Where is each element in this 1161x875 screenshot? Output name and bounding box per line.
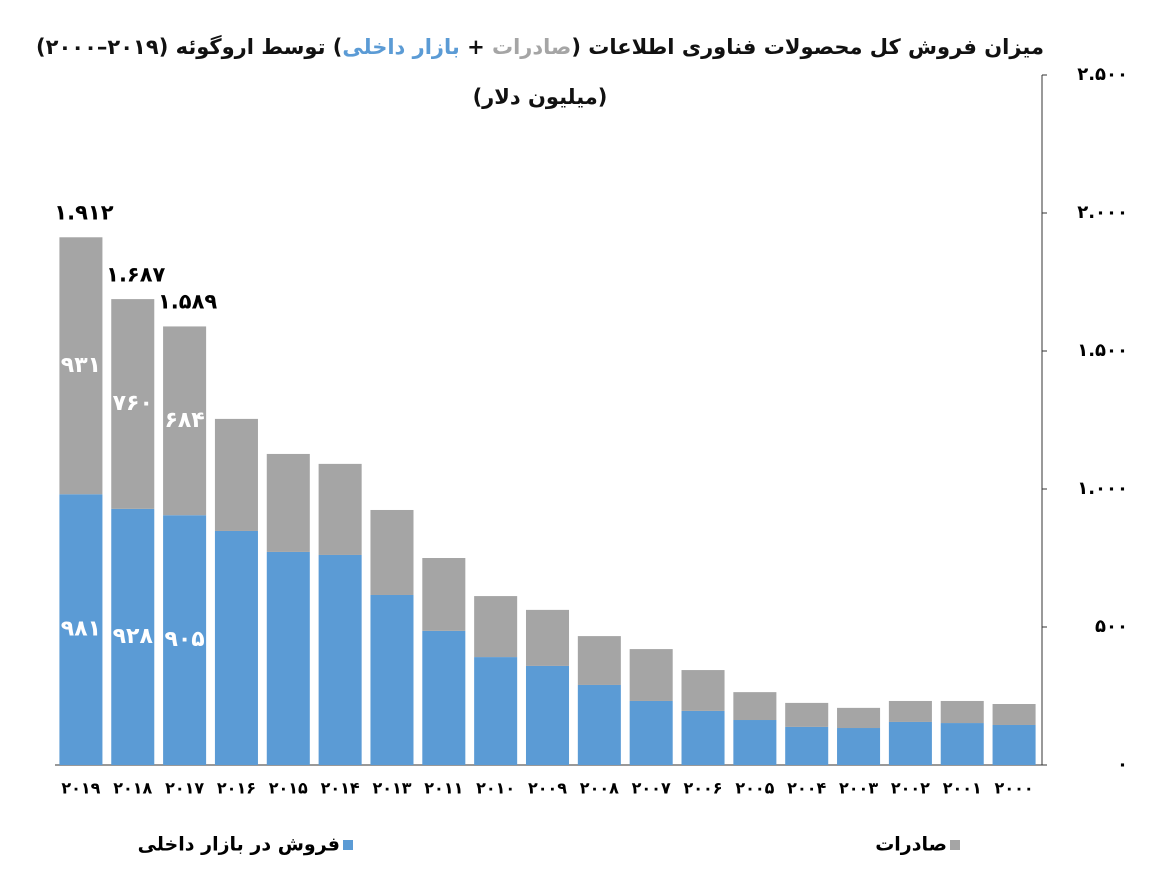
title-part: + xyxy=(459,35,492,59)
bar-segment xyxy=(888,700,932,722)
title-block: میزان فروش کل محصولات فناوری اطلاعات (صا… xyxy=(0,22,1080,122)
x-tick-label: ۲۰۱۹ xyxy=(61,779,100,798)
x-tick-label: ۲۰۱۵ xyxy=(269,779,308,798)
bar-segment xyxy=(266,551,310,765)
bar-segment xyxy=(422,558,466,631)
bar-segment xyxy=(525,665,570,765)
y-tick-label: ۲.۰۰۰ xyxy=(1077,202,1128,223)
bar-segment xyxy=(59,237,103,495)
bar-segment xyxy=(474,596,518,658)
x-tick-label: ۲۰۰۴ xyxy=(787,779,826,798)
x-tick-label: ۲۰۰۱ xyxy=(943,779,982,798)
bar-segment xyxy=(59,494,103,765)
bar-segment xyxy=(214,530,258,765)
chart-subtitle: (میلیون دلار) xyxy=(472,85,608,109)
bar-segment xyxy=(837,707,881,729)
x-tick-label: ۲۰۱۳ xyxy=(372,779,411,798)
data-label: ۹۰۵ xyxy=(164,627,204,652)
legend-label: فروش در بازار داخلی xyxy=(138,834,340,856)
bar-segment xyxy=(940,700,984,724)
bar-segment xyxy=(318,554,362,765)
x-tick-label: ۲۰۱۱ xyxy=(424,779,463,798)
data-label: ۶۸۴ xyxy=(164,408,204,433)
data-label: ۷۶۰ xyxy=(113,391,153,416)
x-tick-label: ۲۰۱۶ xyxy=(217,779,256,798)
bar-segment xyxy=(163,326,207,516)
x-tick-label: ۲۰۰۵ xyxy=(735,779,774,798)
bar-segment xyxy=(837,728,881,765)
x-tick-label: ۲۰۰۳ xyxy=(839,779,878,798)
x-tick-label: ۲۰۰۸ xyxy=(580,779,619,798)
bar-segment xyxy=(629,700,673,765)
y-tick-label: ۵۰۰ xyxy=(1095,616,1128,637)
bar-segment xyxy=(681,710,725,765)
bar-segment xyxy=(318,463,362,555)
bar-segment xyxy=(733,692,777,721)
bar-segment xyxy=(111,299,155,509)
bar-segment xyxy=(111,508,155,765)
total-label: ۱.۶۸۷ xyxy=(106,262,165,286)
x-tick-label: ۲۰۰۷ xyxy=(632,779,671,798)
x-tick-label: ۲۰۰۰ xyxy=(995,779,1034,798)
y-tick-label: ۱.۰۰۰ xyxy=(1077,478,1128,499)
y-tick-label: ۰ xyxy=(1117,754,1128,775)
x-tick-label: ۲۰۱۰ xyxy=(476,779,515,798)
bar-segment xyxy=(422,630,466,765)
title-part: صادرات xyxy=(491,35,572,59)
bar-segment xyxy=(785,702,829,727)
x-tick-label: ۲۰۱۷ xyxy=(165,779,204,798)
bar-segment xyxy=(629,649,673,701)
chart-title: میزان فروش کل محصولات فناوری اطلاعات (صا… xyxy=(0,22,1080,72)
legend-swatch xyxy=(343,840,353,850)
x-tick-label: ۲۰۰۹ xyxy=(528,779,567,798)
total-label: ۱.۹۱۲ xyxy=(54,200,113,224)
bar-segment xyxy=(681,670,725,711)
bar-segment xyxy=(577,636,621,685)
data-label: ۹۸۱ xyxy=(61,617,101,642)
title-part: ) توسط اروگوئه (۲۰۱۹–۲۰۰۰) xyxy=(36,35,343,59)
bar-segment xyxy=(214,418,258,531)
bar-segment xyxy=(577,684,621,765)
y-tick-label: ۲.۵۰۰ xyxy=(1077,64,1128,85)
legend-label: صادرات xyxy=(875,834,947,856)
data-label: ۹۲۸ xyxy=(113,624,154,649)
title-part: بازار داخلی xyxy=(342,35,460,59)
bar-segment xyxy=(525,609,570,666)
bar-segment xyxy=(992,724,1036,765)
x-tick-label: ۲۰۰۶ xyxy=(683,779,722,798)
bar-segment xyxy=(163,515,207,765)
bar-segment xyxy=(992,704,1036,725)
bar-segment xyxy=(785,726,829,765)
bar-segment xyxy=(370,594,414,765)
bar-segment xyxy=(370,509,414,595)
title-part: میزان فروش کل محصولات فناوری اطلاعات ( xyxy=(571,35,1044,59)
y-tick-label: ۱.۵۰۰ xyxy=(1077,340,1128,361)
bar-segment xyxy=(888,721,932,765)
x-tick-label: ۲۰۱۴ xyxy=(321,779,360,798)
bar-segment xyxy=(266,453,310,552)
legend-swatch xyxy=(950,840,960,850)
bar-segment xyxy=(733,720,777,765)
bar-segment xyxy=(474,657,518,765)
data-label: ۹۳۱ xyxy=(61,353,101,378)
total-label: ۱.۵۸۹ xyxy=(158,289,217,313)
bar-segment xyxy=(940,723,984,765)
x-tick-label: ۲۰۰۲ xyxy=(891,779,930,798)
x-tick-label: ۲۰۱۸ xyxy=(113,779,152,798)
